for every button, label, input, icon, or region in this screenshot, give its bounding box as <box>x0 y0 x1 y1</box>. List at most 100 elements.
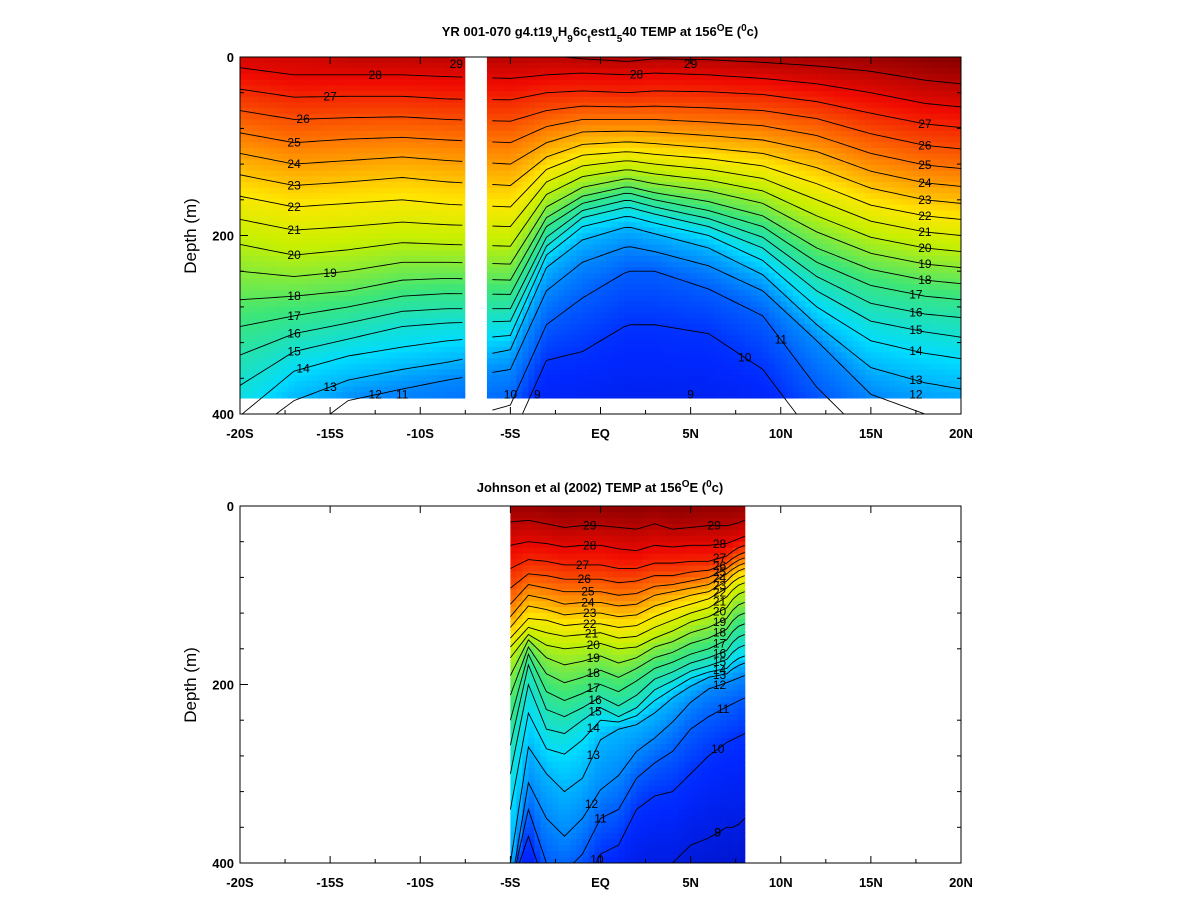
color-cell-1220 <box>360 170 367 177</box>
color-cell-2040 <box>444 57 451 64</box>
color-cell-4928 <box>750 102 758 109</box>
color-cell-3 <box>240 74 247 81</box>
color-cell-3253 <box>582 130 590 138</box>
color-cell-3038 <box>558 272 566 280</box>
color-cell-4422 <box>696 295 704 302</box>
color-cell-2375 <box>492 255 499 263</box>
color-cell-4359 <box>690 278 698 285</box>
color-cell-853 <box>324 130 331 138</box>
color-cell-4052 <box>660 238 668 246</box>
color-cell-4876 <box>744 147 752 155</box>
color-cell-258 <box>264 159 271 166</box>
color-cell-1871 <box>426 119 433 126</box>
color-cell-4815 <box>738 142 746 149</box>
color-cell-4844 <box>738 307 746 314</box>
color-cell-4606 <box>714 318 722 325</box>
color-cell-4869 <box>744 108 752 115</box>
color-cell-1439 <box>378 392 385 399</box>
color-cell-55 <box>240 369 247 376</box>
color-cell-4403 <box>696 187 704 194</box>
color-cell-608 <box>300 102 307 109</box>
color-cell-2152 <box>450 352 457 359</box>
color-cell-4107 <box>666 210 674 217</box>
color-cell-413 <box>276 358 283 365</box>
color-cell-3494 <box>606 136 614 143</box>
color-cell-1010 <box>336 341 343 348</box>
color-cell-4390 <box>696 113 704 121</box>
color-cell-3862 <box>642 182 650 189</box>
color-cell-1206 <box>360 91 367 98</box>
color-cell-4823 <box>738 187 746 194</box>
color-cell-1497 <box>384 380 391 388</box>
color-cell-355 <box>270 369 277 376</box>
color-cell-2162 <box>456 68 463 75</box>
color-cell-1115 <box>348 255 355 263</box>
color-cell-4454 <box>702 136 710 143</box>
color-cell-4665 <box>720 312 728 319</box>
color-cell-1815 <box>420 142 427 149</box>
color-cell-1822 <box>420 182 427 189</box>
color-cell-3107 <box>564 324 572 331</box>
color-cell-320 <box>270 170 277 177</box>
color-cell-4099 <box>666 164 674 172</box>
color-cell-2199 <box>456 278 463 285</box>
color-cell-4438 <box>696 386 704 393</box>
color-cell-3293 <box>582 358 590 365</box>
color-cell-2670 <box>522 227 529 234</box>
color-cell-4669 <box>720 335 728 342</box>
color-cell-1553 <box>390 358 397 365</box>
color-cell-2620 <box>516 284 523 291</box>
color-cell-3879 <box>642 278 650 285</box>
color-cell-4561 <box>714 62 722 69</box>
color-cell-2143 <box>450 301 457 308</box>
color-cell-1258 <box>360 386 367 393</box>
color-cell-351 <box>270 346 277 354</box>
color-cell-3176 <box>570 375 578 382</box>
color-cell-3510 <box>606 227 614 234</box>
color-cell-4431 <box>696 346 704 354</box>
color-cell-3000 <box>558 57 566 64</box>
color-cell-815 <box>318 255 325 263</box>
color-cell-4440 <box>702 57 710 64</box>
color-cell-3251 <box>582 119 590 126</box>
color-cell-446 <box>282 204 289 212</box>
color-cell-2170 <box>456 113 463 121</box>
color-cell-2894 <box>546 136 554 143</box>
color-cell-1601 <box>396 289 403 297</box>
color-cell-4730 <box>726 341 734 348</box>
color-cell-2939 <box>546 392 554 399</box>
color-cell-1543 <box>390 301 397 308</box>
color-cell-2212 <box>456 352 463 359</box>
color-cell-238 <box>258 386 265 393</box>
color-cell-2139 <box>450 278 457 285</box>
color-cell-955 <box>330 369 337 376</box>
color-cell-945 <box>330 312 337 319</box>
color-cell-4642 <box>720 182 728 189</box>
color-cell-2709 <box>528 108 536 115</box>
color-cell-2449 <box>498 335 505 342</box>
color-cell-4091 <box>666 119 674 126</box>
color-cell-1363 <box>372 301 379 308</box>
color-cell-4855 <box>738 369 746 376</box>
color-cell-4126 <box>666 318 674 325</box>
color-cell-703 <box>306 301 313 308</box>
color-cell-4188 <box>672 329 680 337</box>
color-cell-1949 <box>432 221 439 229</box>
color-cell-4858 <box>738 386 746 393</box>
color-cell-986 <box>336 204 343 212</box>
color-cell-4260 <box>684 57 692 64</box>
color-cell-1011 <box>336 346 343 354</box>
color-cell-1573 <box>396 130 403 138</box>
color-cell-3939 <box>648 278 656 285</box>
color-cell-4508 <box>708 102 716 109</box>
color-cell-3848 <box>642 102 650 109</box>
color-cell-2374 <box>492 250 499 257</box>
color-cell-4162 <box>672 182 680 189</box>
color-cell-941 <box>330 289 337 297</box>
color-cell-4374 <box>690 363 698 371</box>
color-cell-1152 <box>354 125 361 132</box>
color-cell-2677 <box>522 267 529 274</box>
color-cell-4412 <box>696 238 704 246</box>
color-cell-2599 <box>516 164 523 172</box>
color-cell-4596 <box>714 261 722 268</box>
